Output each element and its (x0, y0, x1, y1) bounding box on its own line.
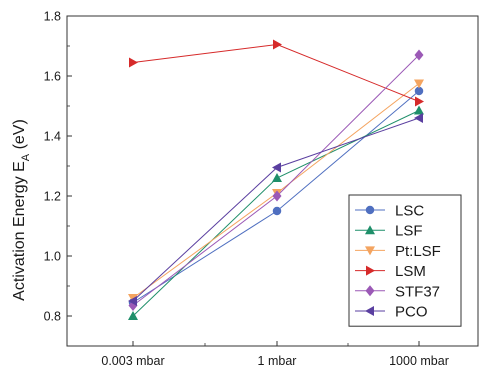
y-tick-label: 0.8 (44, 310, 61, 324)
legend-marker-lsf (365, 225, 375, 235)
data-point-lsm (129, 57, 138, 68)
legend-marker-stf37 (365, 285, 375, 297)
legend-label-stf37: STF37 (395, 283, 440, 300)
y-tick-label: 1.8 (44, 10, 61, 24)
data-point-lsc (272, 206, 282, 216)
data-point-pco (128, 296, 137, 306)
y-tick-label: 1.2 (44, 190, 61, 204)
y-tick-label: 1.0 (44, 250, 61, 264)
data-point-pco (272, 162, 281, 173)
legend-marker-pt-lsf (365, 246, 375, 256)
series-line-lsm (132, 43, 420, 102)
data-point-lsm (415, 96, 424, 107)
legend-label-pco: PCO (395, 304, 428, 321)
x-tick-label: 1000 mbar (389, 354, 449, 368)
legend-label-lsf: LSF (395, 223, 423, 240)
y-tick-label: 1.4 (44, 130, 61, 144)
legend-marker-lsm (366, 265, 375, 276)
legend-box (348, 194, 462, 327)
data-point-lsm (273, 39, 282, 50)
data-point-lsf (414, 105, 424, 115)
legend-marker-pco (365, 306, 374, 316)
legend-label-lsc: LSC (395, 203, 424, 220)
x-tick-label: 1 mbar (258, 354, 297, 368)
legend-label-pt-lsf: Pt:LSF (395, 243, 441, 260)
data-point-lsf (272, 173, 282, 182)
x-tick-label: 0.003 mbar (101, 354, 164, 368)
legend-label-lsm: LSM (395, 263, 426, 280)
data-point-stf37 (414, 49, 424, 61)
plot-frame (66, 15, 479, 347)
data-point-lsf (128, 311, 138, 320)
data-point-pco (414, 113, 423, 123)
data-point-stf37 (272, 190, 282, 202)
y-tick-label: 1.6 (44, 70, 61, 84)
y-axis-title: Activation Energy EA (eV) (11, 119, 32, 301)
data-point-lsc (414, 86, 424, 96)
data-point-pt-lsf (414, 79, 424, 89)
legend-marker-lsc (365, 205, 375, 215)
